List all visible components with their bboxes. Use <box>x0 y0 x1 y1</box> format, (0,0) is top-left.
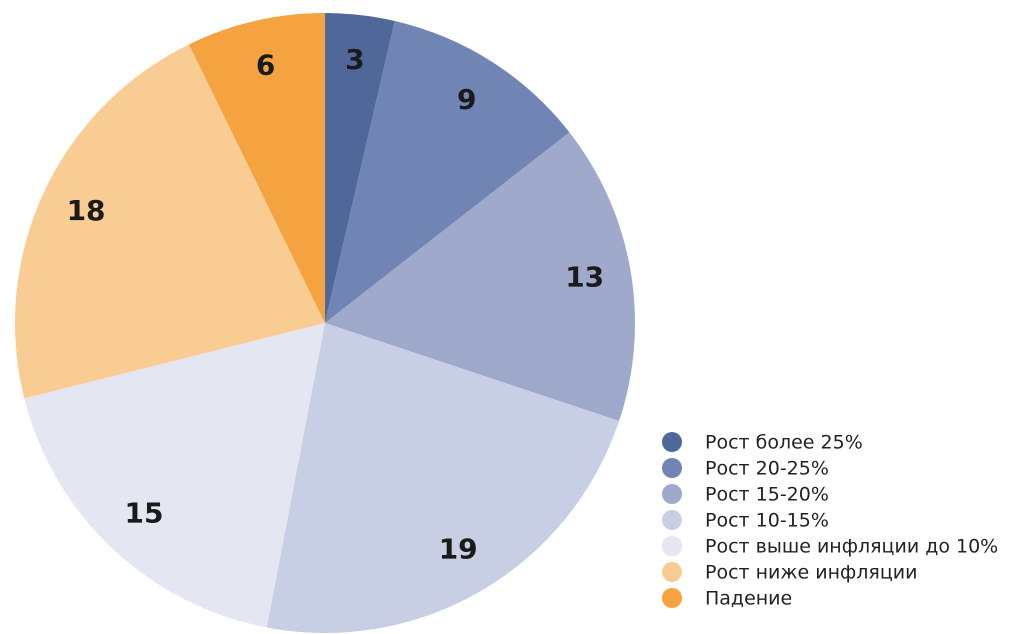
legend-label: Падение <box>705 588 792 610</box>
data-label: 3 <box>345 43 364 76</box>
legend-label: Рост более 25% <box>705 432 863 454</box>
data-label: 9 <box>457 83 476 116</box>
data-label: 18 <box>67 194 106 227</box>
pie-slice <box>15 44 326 399</box>
legend-label: Рост 20-25% <box>705 458 829 480</box>
legend-label: Рост 10-15% <box>705 510 829 532</box>
pie-slice <box>325 13 395 323</box>
data-label: 6 <box>256 48 275 81</box>
legend-marker <box>662 484 682 504</box>
pie-slice <box>266 323 620 633</box>
legend-marker <box>662 510 682 530</box>
legend-marker <box>662 562 682 582</box>
legend-marker <box>662 536 682 556</box>
pie-slice <box>325 20 570 323</box>
pie-slice <box>188 13 325 323</box>
data-label: 13 <box>565 260 604 293</box>
legend-label: Рост ниже инфляции <box>705 562 917 584</box>
pie-slice <box>24 323 326 628</box>
legend-label: Рост 15-20% <box>705 484 829 506</box>
legend-label: Рост выше инфляции до 10% <box>705 536 998 558</box>
data-label: 19 <box>439 532 478 565</box>
legend-marker <box>662 458 682 478</box>
legend-marker <box>662 588 682 608</box>
data-label: 15 <box>125 497 164 530</box>
legend-marker <box>662 432 682 452</box>
pie-slice <box>325 132 635 422</box>
